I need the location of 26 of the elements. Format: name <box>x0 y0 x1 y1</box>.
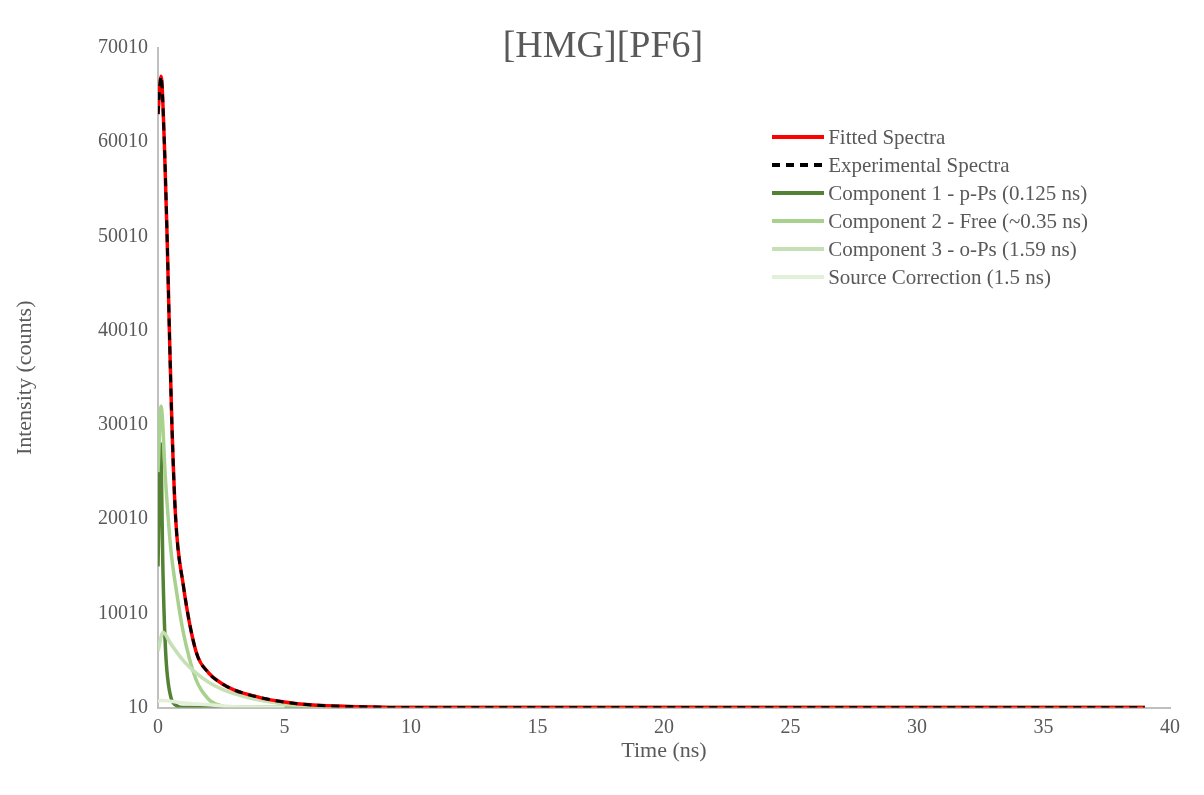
x-tick-label: 40 <box>1160 714 1180 737</box>
x-tick-label: 0 <box>153 714 163 737</box>
y-tick-label: 10 <box>128 694 148 717</box>
y-tick-label: 40010 <box>98 317 148 340</box>
x-tick-label: 15 <box>527 714 548 737</box>
y-tick-label: 50010 <box>98 223 148 246</box>
y-tick-label: 70010 <box>98 35 148 58</box>
y-tick-label: 20010 <box>98 506 148 529</box>
x-tick-label: 30 <box>907 714 927 737</box>
x-tick-label: 5 <box>279 714 290 737</box>
legend-label: Experimental Spectra <box>828 152 1010 178</box>
x-tick-label: 25 <box>780 714 801 737</box>
legend-label: Source Correction (1.5 ns) <box>828 264 1051 290</box>
x-tick-label: 20 <box>654 714 674 737</box>
chart-title: [HMG][PF6] <box>502 23 704 65</box>
y-tick-label: 10010 <box>98 600 148 623</box>
y-tick-label: 30010 <box>98 412 148 435</box>
x-tick-label: 10 <box>401 714 421 737</box>
legend-label: Fitted Spectra <box>828 124 946 150</box>
y-axis-title: Intensity (counts) <box>10 300 36 456</box>
legend-label: Component 2 - Free (~0.35 ns) <box>828 208 1088 234</box>
y-tick-label: 60010 <box>98 129 148 152</box>
x-tick-label: 35 <box>1033 714 1054 737</box>
legend-label: Component 1 - p-Ps (0.125 ns) <box>828 180 1088 206</box>
legend-label: Component 3 - o-Ps (1.59 ns) <box>828 236 1077 262</box>
x-axis-title: Time (ns) <box>621 736 707 762</box>
